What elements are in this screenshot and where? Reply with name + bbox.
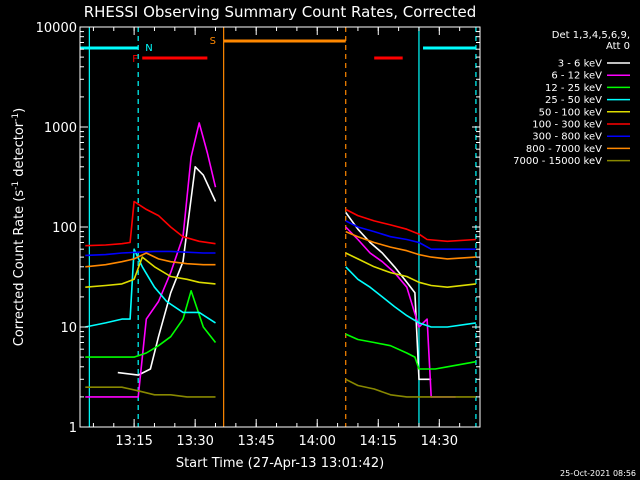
legend-label-8: 800 - 7000 keV [526,144,602,155]
legend-label-6: 100 - 300 keV [532,120,602,131]
x-tick-label: 14:00 [298,434,335,449]
axes: 1 10 100 1000 10000 13:15 13:30 13:45 14:00 14:15… [36,21,481,449]
legend-label-5: 50 - 100 keV [539,107,603,118]
x-tick-label: 14:15 [360,434,397,449]
y-tick-label: 1 [69,421,77,436]
legend-label-9: 7000 - 15000 keV [513,156,602,167]
axes-frame [79,26,481,428]
y-tick-label: 10 [60,321,77,336]
legend-label-3: 12 - 25 keV [545,83,602,94]
series-line-6 [85,200,216,247]
series-line-1 [345,211,432,381]
series-line-8 [85,252,216,268]
series-line-5 [345,252,476,289]
plot-area: NF S [80,27,477,427]
series-line-5 [85,256,216,288]
legend-title: Det 1,3,4,5,6,9, [552,30,630,41]
x-tick-label: 13:45 [237,434,274,449]
y-tick-label: 100 [52,221,77,236]
y-tick-label: 10000 [36,21,77,36]
series-line-2 [345,226,456,398]
saa-label: S [210,36,216,47]
chart-title: RHESSI Observing Summary Count Rates, Co… [84,3,477,21]
series-line-3 [345,333,477,370]
flare-label: F [132,54,138,65]
x-tick-label: 13:15 [115,434,152,449]
legend-label-4: 25 - 50 keV [545,95,602,106]
series-line-8 [345,230,476,260]
series-line-2 [85,122,217,398]
series-line-7 [85,250,216,257]
footer-date: 25-Oct-2021 08:56 [560,469,636,478]
series-line-7 [345,220,476,250]
legend-title: Att 0 [606,41,630,52]
series-line-9 [345,378,476,398]
x-tick-label: 14:30 [421,434,458,449]
series-line-6 [345,208,476,243]
series-line-4 [345,266,477,328]
night-label: N [145,43,152,54]
series-line-4 [85,248,216,328]
legend-label-2: 6 - 12 keV [551,71,602,82]
series-line-1 [117,166,217,376]
y-tick-label: 1000 [44,121,77,136]
legend-label-7: 300 - 800 keV [532,132,602,143]
legend-label-1: 3 - 6 keV [558,59,602,70]
series-line-9 [85,386,216,398]
x-tick-label: 13:30 [176,434,213,449]
y-axis-label: Corrected Count Rate (s-1 detector-1) [11,108,27,346]
x-axis-label: Start Time (27-Apr-13 13:01:42) [176,456,384,471]
series-line-3 [85,289,217,358]
